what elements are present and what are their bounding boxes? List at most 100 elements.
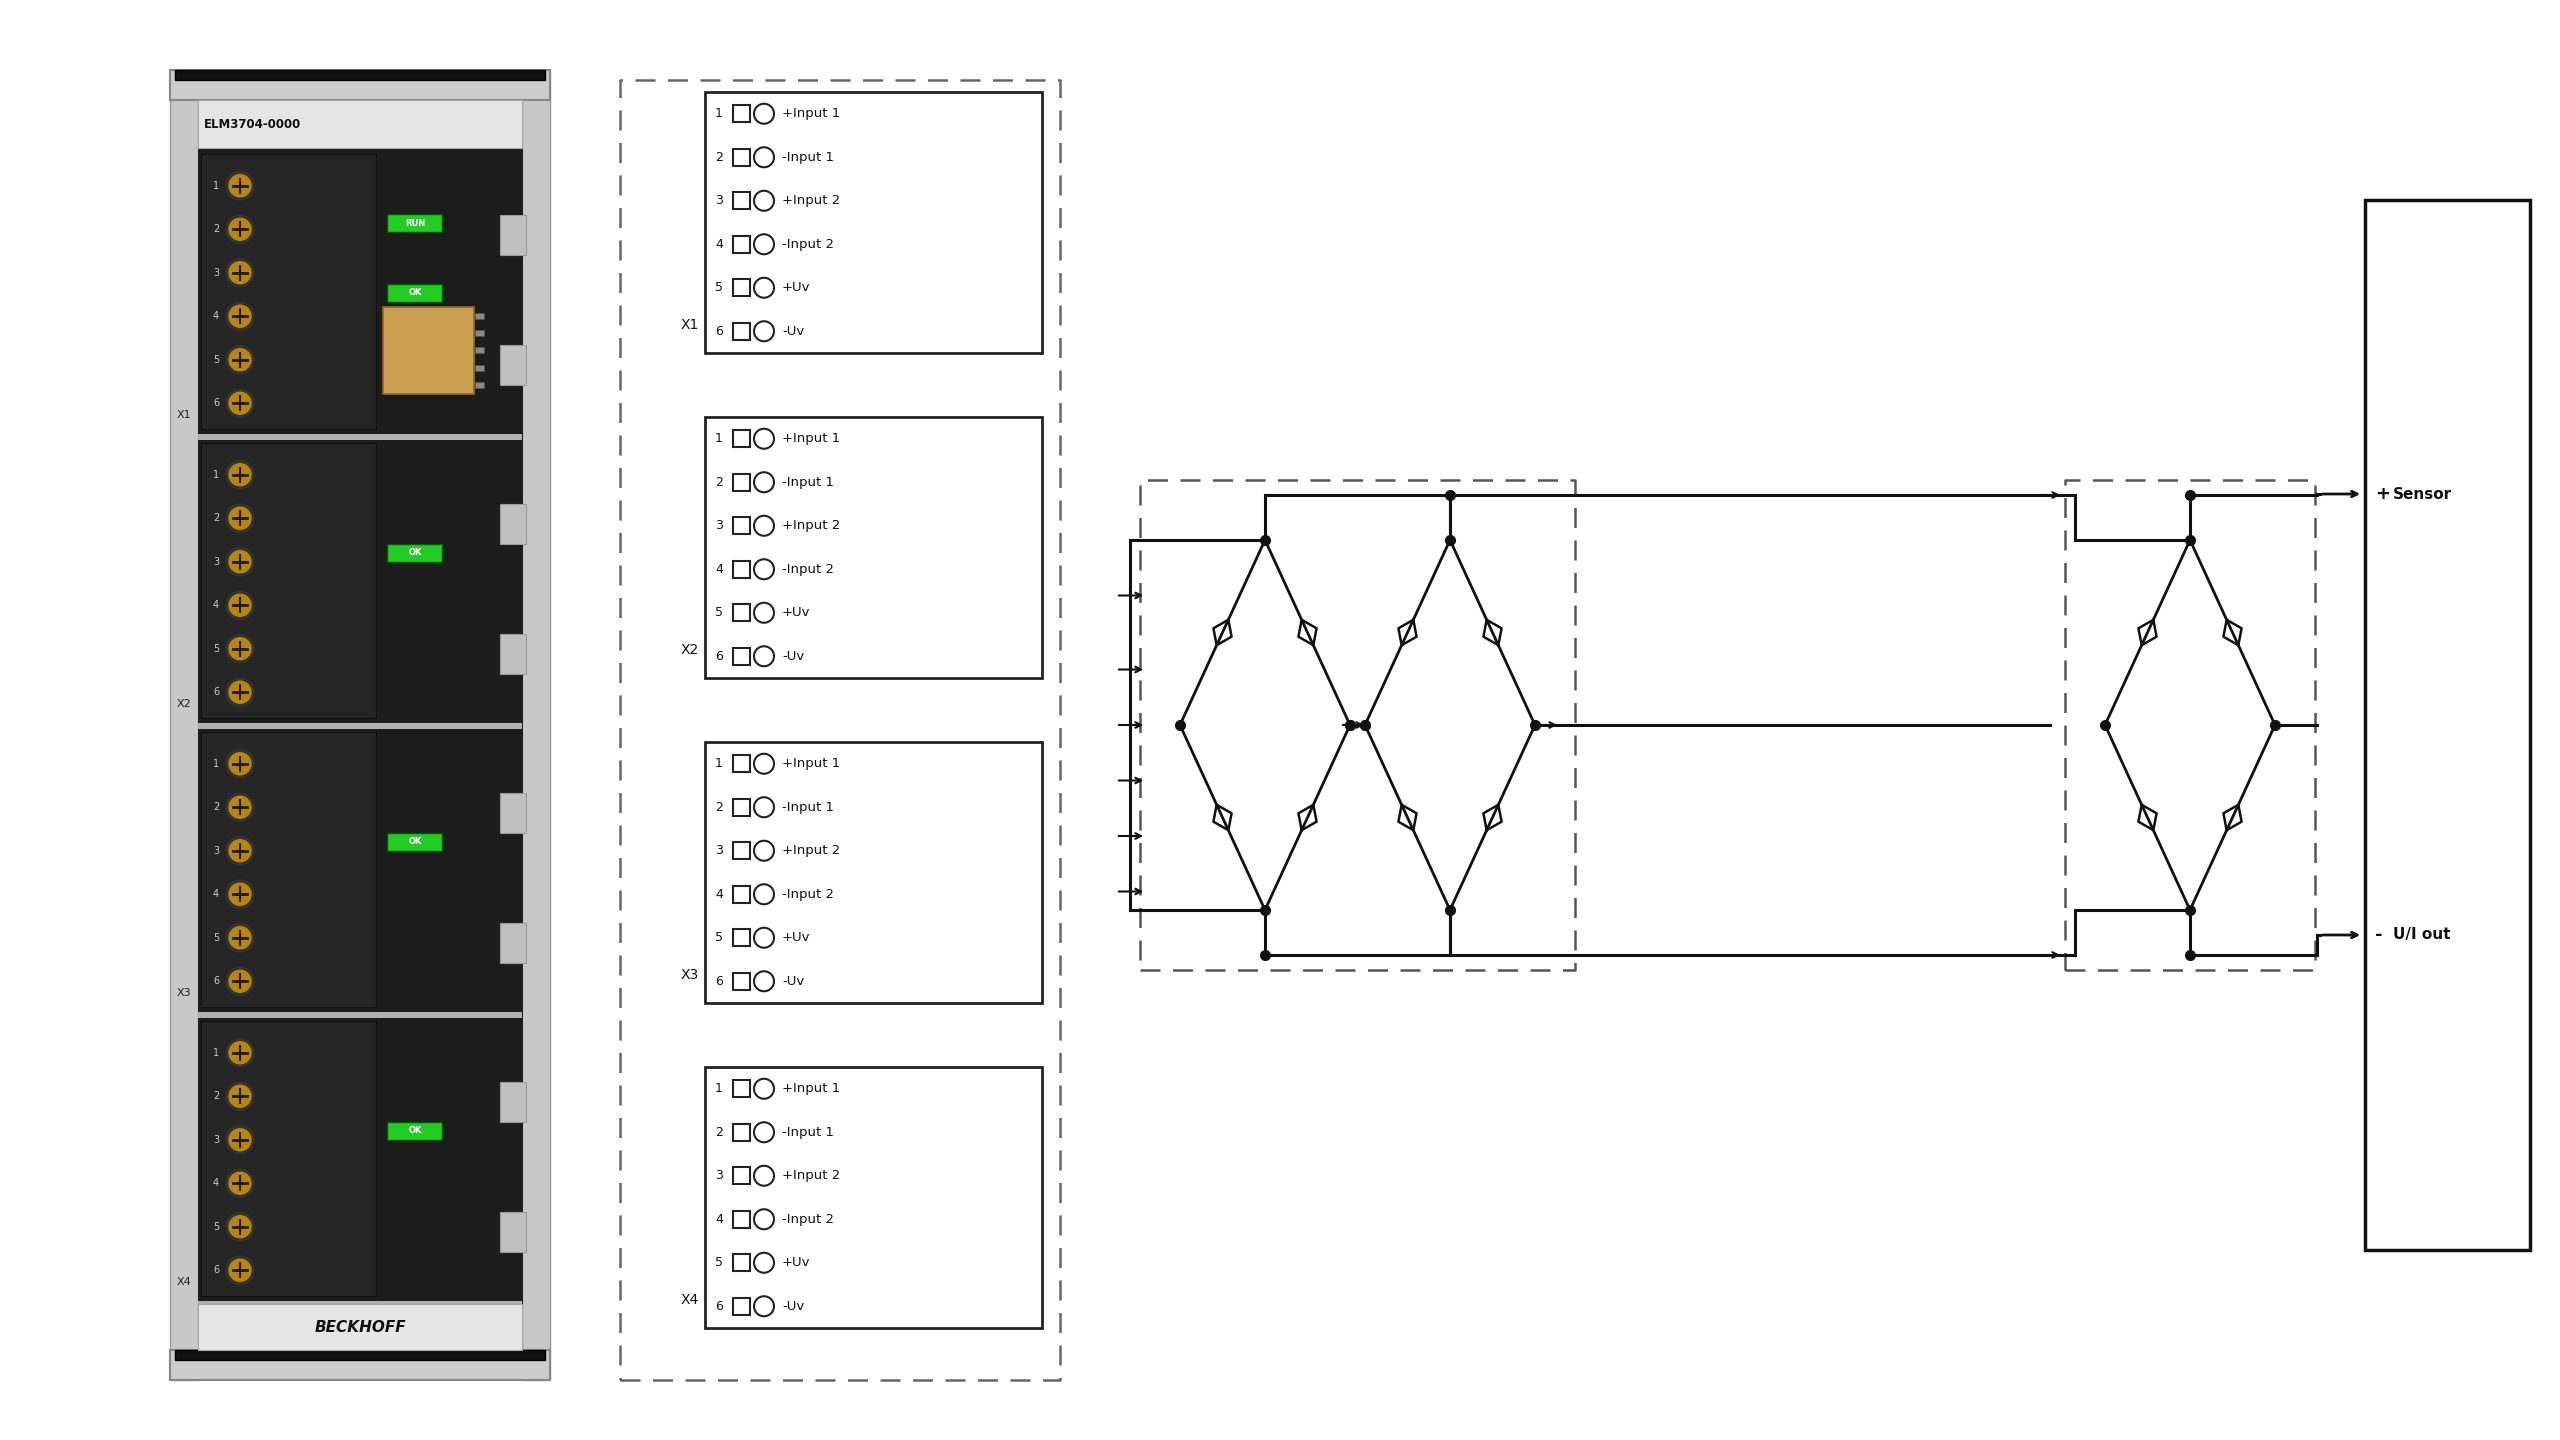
Text: X1: X1 (681, 318, 699, 333)
Text: +Uv: +Uv (781, 932, 812, 945)
Bar (732, 148, 750, 166)
Bar (202, 154, 376, 429)
Text: X3: X3 (681, 968, 699, 982)
Circle shape (228, 262, 251, 284)
Bar (499, 344, 525, 384)
Text: 2: 2 (714, 801, 722, 814)
Bar (197, 1012, 522, 1018)
Text: +Input 1: +Input 1 (781, 107, 840, 121)
Text: 5: 5 (212, 933, 220, 943)
Circle shape (228, 595, 251, 616)
Circle shape (225, 793, 253, 821)
Circle shape (755, 321, 773, 341)
Text: 4: 4 (212, 311, 220, 321)
Bar (2365, 200, 2529, 1250)
Circle shape (225, 259, 253, 287)
Bar (732, 1297, 750, 1315)
Text: OK: OK (407, 837, 422, 847)
Circle shape (755, 190, 773, 210)
Circle shape (225, 837, 253, 865)
Bar (732, 105, 750, 122)
Text: +Uv: +Uv (781, 1256, 812, 1269)
Text: 1: 1 (212, 1048, 220, 1058)
Bar (732, 236, 750, 253)
Bar (174, 71, 545, 81)
Text: X4: X4 (681, 1293, 699, 1308)
Bar (476, 312, 484, 318)
Bar (387, 215, 443, 232)
Text: 4: 4 (212, 600, 220, 611)
Circle shape (755, 278, 773, 298)
Circle shape (755, 235, 773, 255)
Text: OK: OK (407, 549, 422, 557)
Text: 5: 5 (714, 1256, 722, 1269)
Circle shape (228, 464, 251, 485)
Text: 3: 3 (212, 845, 220, 855)
Bar (499, 215, 525, 255)
Text: 5: 5 (714, 606, 722, 619)
Text: +Input 1: +Input 1 (781, 1083, 840, 1096)
Circle shape (755, 841, 773, 861)
Circle shape (228, 305, 251, 327)
Circle shape (228, 753, 251, 775)
Circle shape (225, 880, 253, 909)
Bar (476, 382, 484, 387)
Text: 3: 3 (714, 844, 722, 857)
Text: 5: 5 (212, 644, 220, 654)
Bar (197, 723, 522, 729)
Bar (197, 1305, 522, 1351)
Bar (202, 444, 376, 719)
Text: -Input 2: -Input 2 (781, 1212, 835, 1225)
Text: 1: 1 (212, 469, 220, 480)
Circle shape (225, 389, 253, 418)
Text: -Uv: -Uv (781, 1300, 804, 1313)
Circle shape (755, 971, 773, 991)
Circle shape (225, 215, 253, 243)
Text: 6: 6 (714, 1300, 722, 1313)
Bar (476, 347, 484, 353)
Circle shape (228, 1086, 251, 1107)
Text: 4: 4 (714, 1212, 722, 1225)
Circle shape (225, 1083, 253, 1110)
Text: +Input 2: +Input 2 (781, 844, 840, 857)
Bar (732, 1123, 750, 1140)
Text: 2: 2 (714, 151, 722, 164)
Circle shape (755, 559, 773, 579)
Text: 5: 5 (212, 354, 220, 364)
Bar (387, 1122, 443, 1139)
Circle shape (228, 1172, 251, 1194)
Text: 4: 4 (212, 1178, 220, 1188)
Bar (704, 1067, 1042, 1328)
Text: 3: 3 (714, 520, 722, 533)
Circle shape (225, 678, 253, 706)
Text: 3: 3 (714, 194, 722, 207)
Bar (387, 544, 443, 562)
Text: BECKHOFF: BECKHOFF (315, 1319, 407, 1335)
Bar (732, 193, 750, 209)
Text: 2: 2 (714, 1126, 722, 1139)
Circle shape (755, 104, 773, 124)
Bar (197, 99, 522, 148)
Bar (732, 929, 750, 946)
Text: 3: 3 (714, 1169, 722, 1182)
Circle shape (225, 302, 253, 330)
Circle shape (755, 1166, 773, 1185)
Text: 1: 1 (212, 181, 220, 190)
Bar (499, 923, 525, 963)
Bar (732, 517, 750, 534)
Text: 2: 2 (212, 802, 220, 812)
Circle shape (228, 1041, 251, 1064)
Circle shape (755, 884, 773, 904)
Text: -Uv: -Uv (781, 975, 804, 988)
Circle shape (228, 840, 251, 861)
Bar (499, 792, 525, 832)
Circle shape (225, 635, 253, 662)
Bar (387, 832, 443, 851)
Text: -Uv: -Uv (781, 649, 804, 662)
Circle shape (225, 547, 253, 576)
Bar (732, 1211, 750, 1228)
Text: 6: 6 (212, 976, 220, 986)
Text: 6: 6 (212, 1266, 220, 1276)
Text: RUN: RUN (404, 219, 425, 228)
Bar (732, 973, 750, 989)
